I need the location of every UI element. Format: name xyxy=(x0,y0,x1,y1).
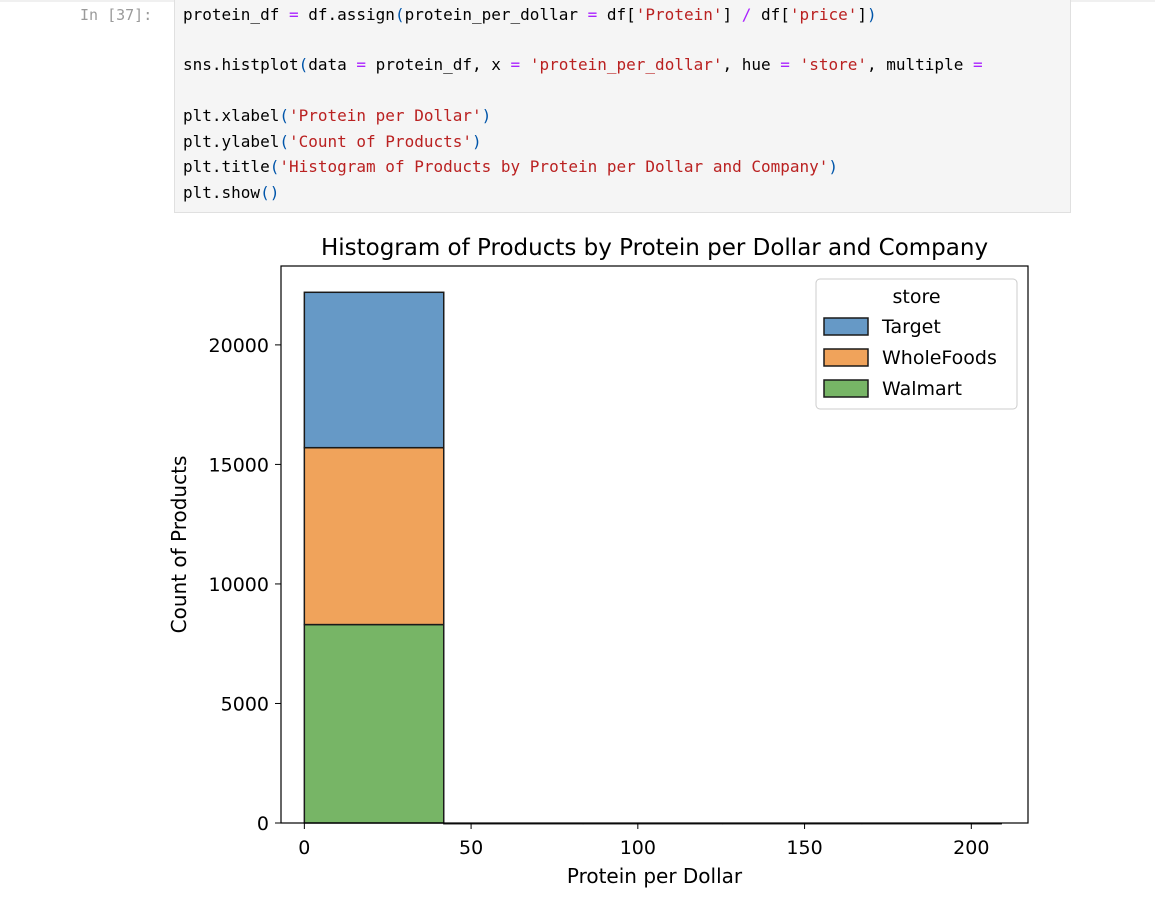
code-line-3: sns.histplot(data = protein_df, x = 'pro… xyxy=(183,55,983,74)
x-axis-label: Protein per Dollar xyxy=(567,864,743,888)
code-line-7: plt.title('Histogram of Products by Prot… xyxy=(183,157,839,176)
legend-box xyxy=(815,278,1018,410)
y-tick-label-20000: 20000 xyxy=(209,335,269,357)
legend-label-walmart: Walmart xyxy=(882,378,962,400)
code-line-5: plt.xlabel('Protein per Dollar') xyxy=(183,106,492,125)
code-line-8: plt.show() xyxy=(183,183,280,202)
cell-prompt: In [37]: xyxy=(80,6,153,24)
code-line-6: plt.ylabel('Count of Products') xyxy=(183,132,482,151)
x-tick-label-100: 100 xyxy=(620,837,656,859)
code-line-1: protein_df = df.assign(protein_per_dolla… xyxy=(183,5,877,24)
x-tick-label-200: 200 xyxy=(953,837,989,859)
plot-frame xyxy=(280,265,1029,824)
legend-label-wholefoods: WholeFoods xyxy=(882,347,997,369)
legend-swatch-target xyxy=(823,317,869,336)
bar-target-bin-0 xyxy=(303,291,445,449)
legend-title: store xyxy=(892,286,940,308)
y-tick-label-0: 0 xyxy=(257,813,269,835)
legend-label-target: Target xyxy=(881,316,941,338)
x-tick-label-150: 150 xyxy=(786,837,822,859)
legend-swatch-wholefoods xyxy=(823,348,869,367)
y-tick-label-5000: 5000 xyxy=(221,693,269,715)
y-axis-label: Count of Products xyxy=(167,456,191,634)
bar-wholefoods-bin-0 xyxy=(303,446,445,626)
chart-title: Histogram of Products by Protein per Dol… xyxy=(321,235,988,261)
y-tick-label-10000: 10000 xyxy=(209,574,269,596)
legend-swatch-walmart xyxy=(823,379,869,398)
x-tick-label-0: 0 xyxy=(298,837,310,859)
code-cell[interactable]: protein_df = df.assign(protein_per_dolla… xyxy=(174,0,1071,213)
x-tick-label-50: 50 xyxy=(459,837,483,859)
y-tick-label-15000: 15000 xyxy=(209,454,269,476)
bar-walmart-bin-0 xyxy=(303,623,445,824)
